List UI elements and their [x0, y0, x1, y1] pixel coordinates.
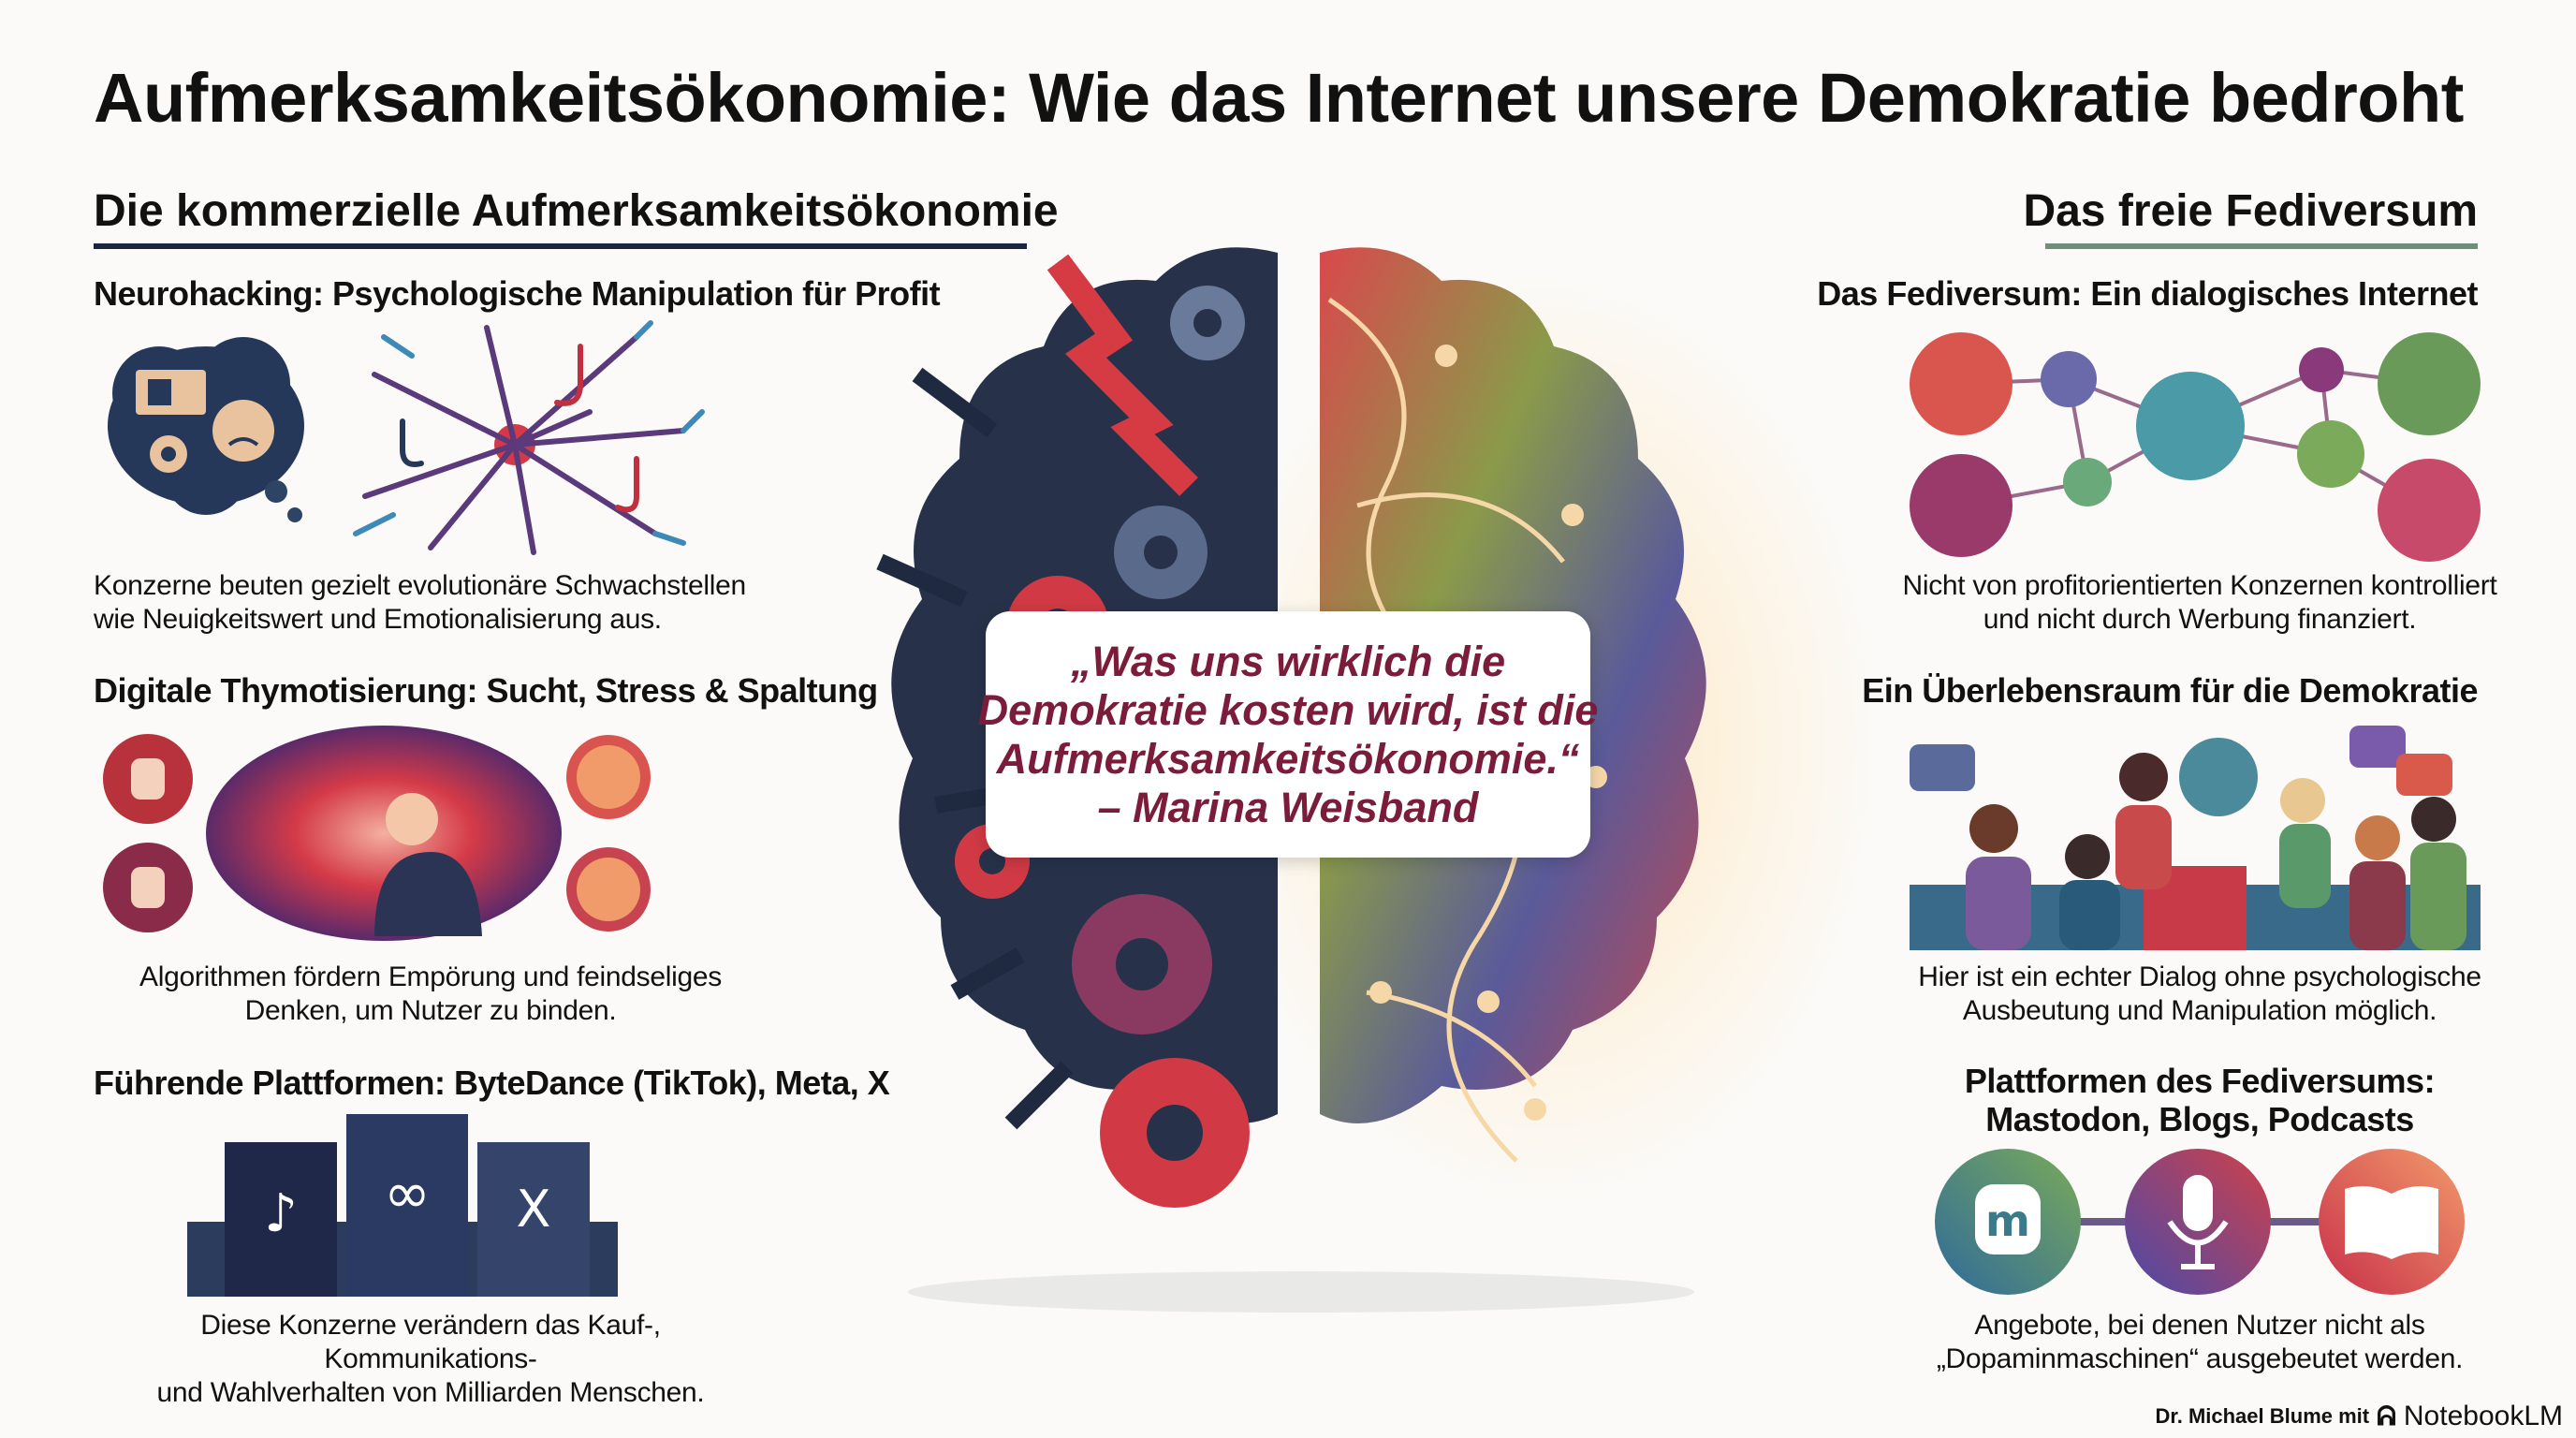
section-text: Konzerne beuten gezielt evolutionäre Sch… [94, 570, 746, 601]
section-title: Mastodon, Blogs, Podcasts [1985, 1100, 2414, 1138]
thymotisierung-illustration [103, 726, 651, 941]
platform-buildings-illustration: ♪ ∞ X [187, 1114, 618, 1297]
section-title: Ein Überlebensraum für die Demokratie [1862, 671, 2478, 710]
mastodon-icon: m [1935, 1149, 2081, 1295]
chat-icon [2349, 726, 2406, 768]
left-heading-underline [94, 243, 1027, 249]
section-title: Führende Plattformen: ByteDance (TikTok)… [94, 1064, 890, 1102]
section-text: „Dopaminmaschinen“ ausgebeutet werden. [1936, 1343, 2464, 1374]
angry-face-icon [566, 735, 651, 819]
hand-icon [1910, 332, 2012, 557]
neuron-hook-icon [353, 320, 705, 555]
right-heading-underline [2045, 243, 2478, 249]
section-title: Neurohacking: Psychologische Manipulatio… [94, 274, 941, 313]
angry-face-icon [566, 847, 651, 932]
section-text: Nicht von profitorientierten Konzernen k… [1902, 570, 2497, 601]
footer-credit: Dr. Michael Blume mit ᕱ NotebookLM [2155, 1401, 2563, 1432]
svg-text:m: m [1985, 1196, 2030, 1246]
thought-cloud-icon [108, 337, 304, 522]
section-text: und nicht durch Werbung finanziert. [1983, 604, 2417, 635]
book-icon [2319, 1149, 2465, 1295]
x-icon: X [477, 1142, 590, 1297]
chat-icon [2378, 332, 2481, 562]
gear-icon [1072, 894, 1212, 1034]
page-title: Aufmerksamkeitsökonomie: Wie das Interne… [94, 59, 2464, 137]
gear-icon [1100, 1058, 1250, 1208]
svg-text:∞: ∞ [384, 1161, 431, 1226]
section-title: Digitale Thymotisierung: Sucht, Stress &… [94, 671, 878, 710]
notebooklm-icon: ᕱ [2377, 1401, 2396, 1431]
section-text: Hier ist ein echter Dialog ohne psycholo… [1918, 961, 2481, 992]
section-text: wie Neuigkeitswert und Emotionalisierung… [94, 604, 662, 635]
network-icon [1910, 332, 2481, 562]
section-text: Denken, um Nutzer zu binden. [244, 995, 617, 1026]
gear-icon [1114, 506, 1208, 599]
quote-line: Aufmerksamkeitsökonomie.“ [996, 734, 1580, 783]
people-dialog-icon [1910, 726, 2481, 950]
quote-line: „Was uns wirklich die [1070, 637, 1506, 685]
section-text: Ausbeutung und Manipulation möglich. [1962, 995, 2437, 1026]
tiktok-icon: ♪ [225, 1142, 337, 1297]
section-title: Das Fediversum: Ein dialogisches Interne… [1817, 274, 2478, 313]
footer-brand: NotebookLM [2403, 1401, 2563, 1431]
quote-author: – Marina Weisband [1097, 783, 1479, 831]
section-text: Algorithmen fördern Empörung und feindse… [139, 961, 722, 992]
footer-author: Dr. Michael Blume mit [2155, 1404, 2370, 1428]
quote-box: „Was uns wirklich die Demokratie kosten … [978, 611, 1598, 858]
fist-icon [103, 734, 193, 824]
fist-icon [103, 843, 193, 932]
left-heading: Die kommerzielle Aufmerksamkeitsökonomie [94, 186, 1059, 236]
quote-line: Demokratie kosten wird, ist die [977, 685, 1599, 734]
vortex-person-icon [206, 726, 562, 941]
podcast-mic-icon [2125, 1149, 2271, 1295]
globe-icon [2179, 738, 2258, 816]
section-text: Diese Konzerne verändern das Kauf-, Komm… [200, 1310, 661, 1374]
svg-text:♪: ♪ [264, 1183, 298, 1244]
fediverse-platforms-illustration: m [1935, 1149, 2465, 1295]
section-title: Plattformen des Fediversums: [1964, 1062, 2436, 1100]
meta-icon: ∞ [346, 1114, 468, 1297]
section-text: und Wahlverhalten von Milliarden Mensche… [156, 1377, 705, 1408]
section-text: Angebote, bei denen Nutzer nicht als [1974, 1310, 2425, 1341]
svg-text:X: X [517, 1180, 551, 1239]
right-heading: Das freie Fediversum [2023, 186, 2478, 236]
chat-icon [1910, 744, 1975, 791]
chat-icon [2396, 754, 2452, 796]
neurohacking-illustration [108, 320, 705, 555]
gear-icon [1170, 286, 1245, 360]
